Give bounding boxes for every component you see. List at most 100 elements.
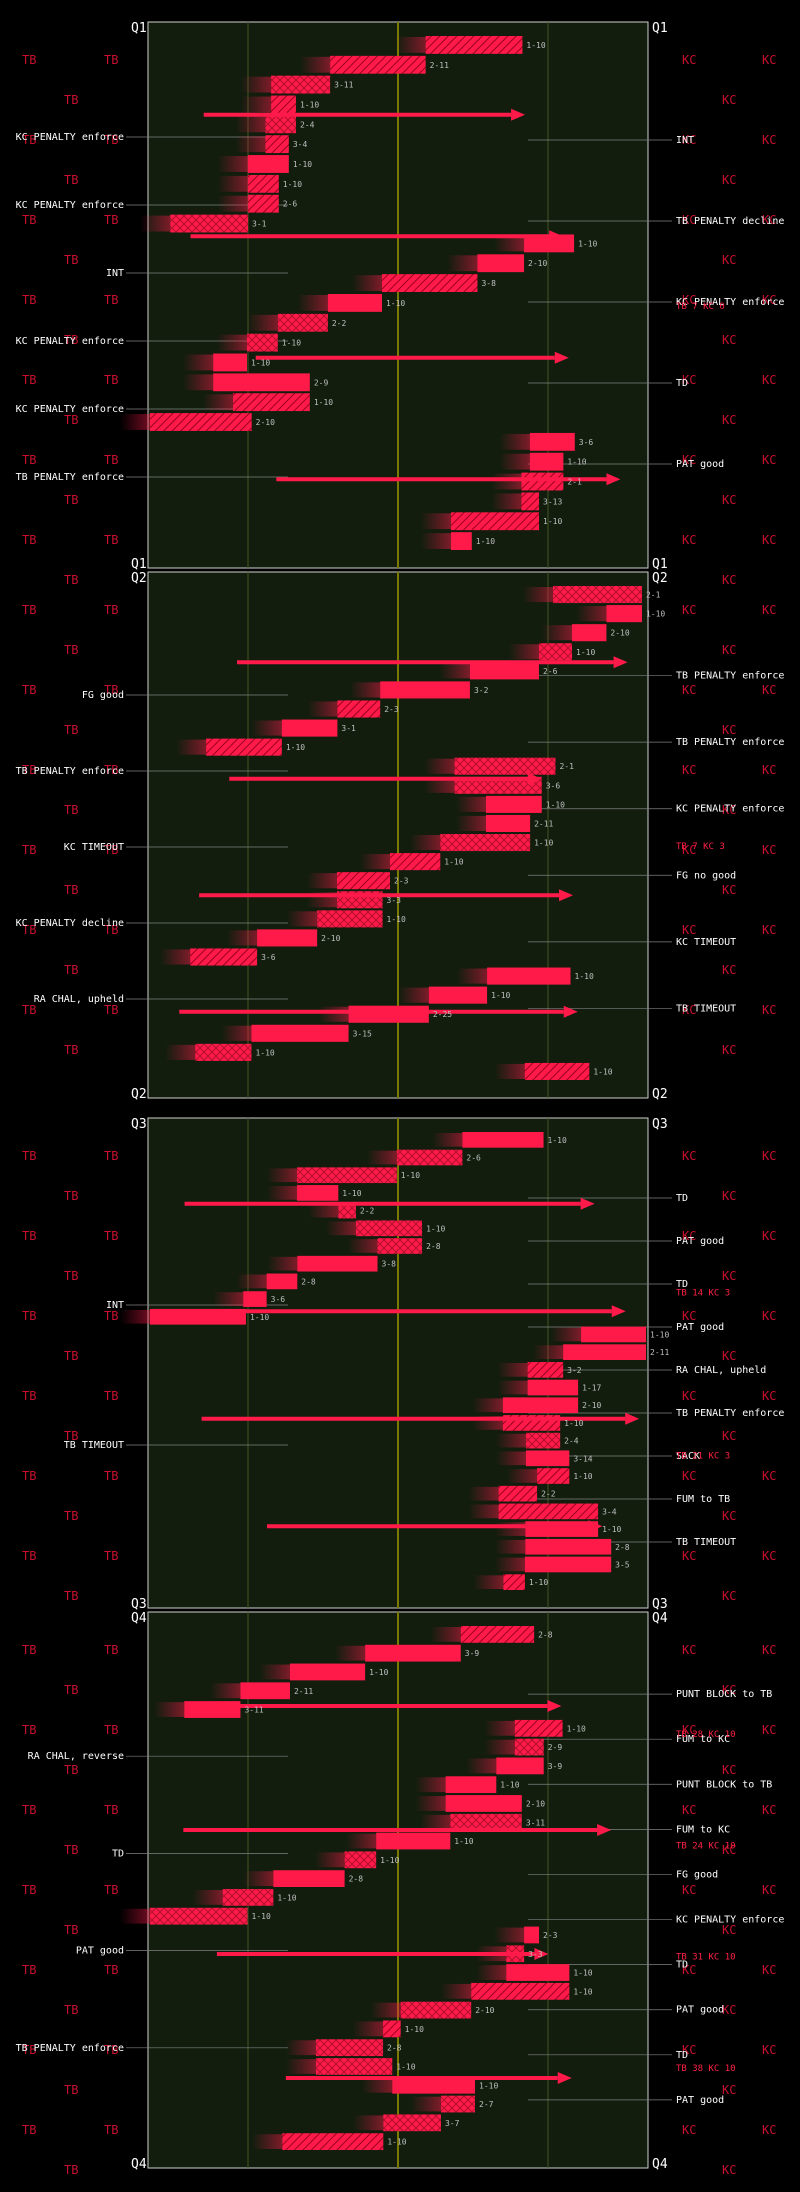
team-label-left: TB bbox=[64, 1843, 78, 1857]
team-label-right: KC bbox=[762, 603, 776, 617]
team-label-left: TB bbox=[64, 1923, 78, 1937]
down-distance: 3-3 bbox=[528, 1950, 543, 1959]
down-distance: 1-10 bbox=[380, 1856, 399, 1865]
down-distance: 1-10 bbox=[646, 610, 665, 619]
team-label-right: KC bbox=[762, 1963, 776, 1977]
play-bar bbox=[428, 986, 488, 1004]
down-distance: 2-10 bbox=[475, 2006, 494, 2015]
team-label-right: KC bbox=[722, 173, 736, 187]
play-bar bbox=[526, 1432, 561, 1449]
play-fade bbox=[216, 334, 247, 351]
play-bar bbox=[454, 757, 556, 775]
play-note: PAT good bbox=[76, 1946, 124, 1957]
score-label: TB 38 KC 10 bbox=[676, 2064, 736, 2074]
team-label-left: TB bbox=[22, 293, 36, 307]
down-distance: 1-10 bbox=[650, 1330, 669, 1339]
play-fade bbox=[494, 235, 525, 252]
play-fade bbox=[154, 1702, 185, 1717]
down-distance: 1-10 bbox=[426, 1224, 445, 1233]
team-label-left: TB bbox=[64, 1683, 78, 1697]
team-label-right: KC bbox=[682, 1963, 696, 1977]
play-fade bbox=[267, 1256, 298, 1271]
team-label-left: TB bbox=[64, 723, 78, 737]
team-label-right: KC bbox=[722, 413, 736, 427]
play-note: FUM to KC bbox=[676, 1824, 730, 1835]
team-label-right: KC bbox=[682, 533, 696, 547]
down-distance: 2-10 bbox=[528, 259, 547, 268]
team-label-left: TB bbox=[22, 1549, 36, 1563]
play-fade bbox=[160, 949, 191, 965]
team-label-right: KC bbox=[682, 373, 696, 387]
play-fade bbox=[362, 2077, 393, 2093]
play-fade bbox=[508, 644, 539, 660]
play-bar bbox=[563, 1344, 646, 1360]
team-label-right: KC bbox=[722, 1043, 736, 1057]
play-bar bbox=[425, 36, 523, 54]
return-bar bbox=[179, 1009, 564, 1014]
play-fade bbox=[314, 1852, 345, 1868]
play-note: PAT good bbox=[676, 1322, 724, 1333]
play-fade bbox=[476, 1965, 507, 1980]
team-label-left: TB bbox=[104, 1803, 118, 1817]
team-label-right: KC bbox=[762, 133, 776, 147]
team-label-right: KC bbox=[762, 213, 776, 227]
down-distance: 2-4 bbox=[564, 1437, 579, 1446]
down-distance: 1-10 bbox=[300, 100, 319, 109]
play-fade bbox=[183, 354, 214, 371]
play-note: TD bbox=[676, 1193, 688, 1204]
team-label-right: KC bbox=[682, 1309, 696, 1323]
team-label-right: KC bbox=[682, 1803, 696, 1817]
down-distance: 1-10 bbox=[593, 1067, 612, 1076]
play-fade bbox=[227, 930, 258, 946]
team-label-right: KC bbox=[722, 253, 736, 267]
quarter-label: Q4 bbox=[131, 1611, 147, 1626]
down-distance: 3-11 bbox=[526, 1818, 545, 1827]
down-distance: 1-10 bbox=[576, 648, 595, 657]
down-distance: 1-10 bbox=[548, 1136, 567, 1145]
down-distance: 2-11 bbox=[294, 1687, 313, 1696]
down-distance: 1-10 bbox=[405, 2025, 424, 2034]
play-bar bbox=[297, 1167, 397, 1184]
down-distance: 1-10 bbox=[396, 2062, 415, 2071]
return-bar bbox=[229, 776, 528, 781]
play-fade bbox=[267, 1168, 298, 1183]
team-label-right: KC bbox=[722, 2163, 736, 2177]
play-note: TB TIMEOUT bbox=[64, 1440, 124, 1451]
play-bar bbox=[524, 1556, 612, 1573]
play-note: TB PENALTY enforce bbox=[676, 737, 784, 748]
play-fade bbox=[424, 758, 455, 774]
team-label-left: TB bbox=[64, 1509, 78, 1523]
team-label-left: TB bbox=[22, 133, 36, 147]
play-bar bbox=[380, 681, 470, 699]
down-distance: 1-10 bbox=[369, 1668, 388, 1677]
team-label-left: TB bbox=[104, 1149, 118, 1163]
team-label-right: KC bbox=[722, 1429, 736, 1443]
team-label-left: TB bbox=[104, 1469, 118, 1483]
down-distance: 3-2 bbox=[474, 686, 489, 695]
team-label-left: TB bbox=[64, 2083, 78, 2097]
score-label: TB 7 KC 0 bbox=[676, 302, 725, 312]
play-fade bbox=[217, 156, 248, 172]
down-distance: 2-4 bbox=[300, 120, 315, 129]
play-fade bbox=[251, 720, 282, 736]
play-fade bbox=[120, 1309, 150, 1324]
play-note: KC PENALTY enforce bbox=[676, 804, 784, 815]
play-fade bbox=[203, 394, 234, 411]
team-label-left: TB bbox=[22, 1149, 36, 1163]
team-label-right: KC bbox=[762, 1229, 776, 1243]
play-bar bbox=[344, 1851, 377, 1869]
team-label-left: TB bbox=[64, 963, 78, 977]
team-label-right: KC bbox=[682, 683, 696, 697]
play-bar bbox=[525, 1538, 612, 1555]
play-note: TD bbox=[676, 2050, 688, 2061]
play-note: FUM to TB bbox=[676, 1494, 730, 1505]
play-note: KC PENALTY enforce bbox=[16, 404, 124, 415]
play-note: TB TIMEOUT bbox=[676, 1003, 736, 1014]
team-label-left: TB bbox=[64, 803, 78, 817]
play-bar bbox=[271, 95, 296, 114]
play-bar bbox=[502, 1397, 579, 1414]
play-fade bbox=[176, 739, 207, 755]
play-bar bbox=[273, 1870, 345, 1887]
down-distance: 1-10 bbox=[546, 800, 565, 809]
play-fade bbox=[285, 2040, 316, 2056]
